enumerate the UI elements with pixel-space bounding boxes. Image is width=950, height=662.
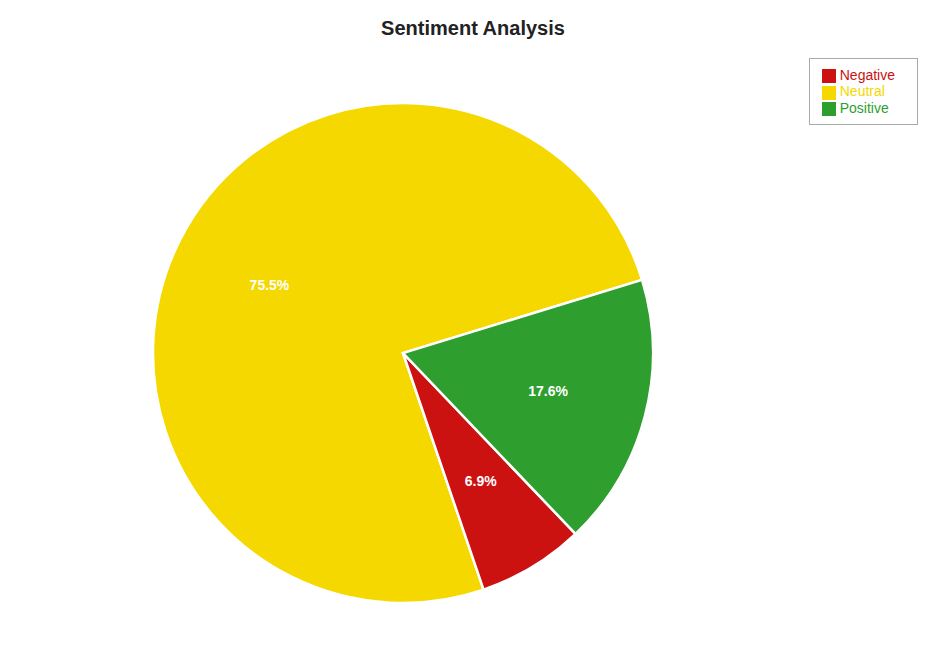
html-text:Sentiment Analysis: Sentiment Analysis	[381, 17, 565, 39]
html-text:Negative: Negative	[839, 67, 895, 83]
html-text:Neutral: Neutral	[839, 83, 885, 100]
html-text:Positive: Positive	[839, 99, 889, 116]
svg-text:17.6%: 17.6%	[528, 383, 568, 399]
svg-text:75.5%: 75.5%	[250, 277, 290, 293]
svg-text:6.9%: 6.9%	[465, 473, 497, 489]
